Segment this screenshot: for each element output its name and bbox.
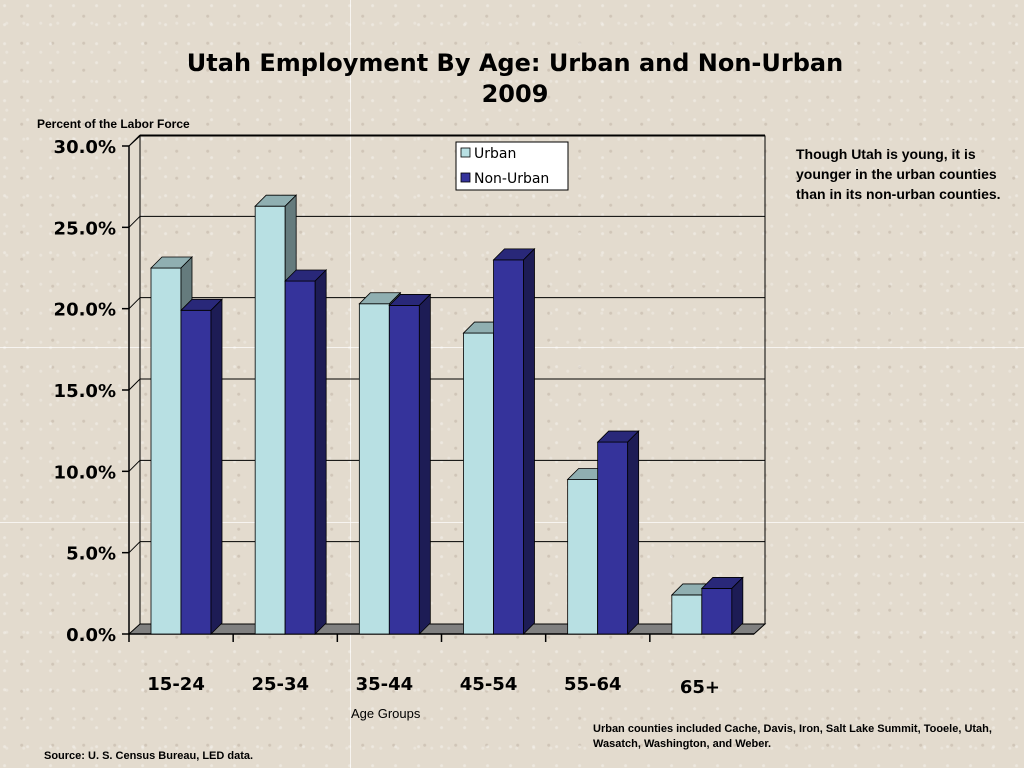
plot-back-wall bbox=[139, 135, 766, 625]
bar-non-urban-35-44 bbox=[388, 305, 420, 635]
bar-urban-65+ bbox=[671, 594, 703, 635]
bar-side-face bbox=[314, 269, 327, 635]
x-category-label: 15-24 bbox=[147, 674, 205, 695]
bar-side-face bbox=[418, 293, 431, 635]
gridline-side bbox=[128, 541, 141, 554]
legend-label: Urban bbox=[474, 146, 516, 162]
y-tick-label: 0.0% bbox=[66, 625, 116, 646]
legend-swatch bbox=[460, 172, 471, 183]
bar-side-face bbox=[627, 430, 640, 635]
bar-non-urban-45-54 bbox=[493, 259, 524, 635]
chart-title-line1: Utah Employment By Age: Urban and Non-Ur… bbox=[186, 49, 844, 77]
x-axis-label: Age Groups bbox=[351, 706, 421, 721]
x-category-label: 35-44 bbox=[356, 674, 414, 695]
bar-urban-15-24 bbox=[150, 267, 182, 635]
legend-label: Non-Urban bbox=[474, 171, 549, 187]
x-category-label: 65+ bbox=[680, 677, 720, 698]
x-category-label: 55-64 bbox=[564, 674, 622, 695]
bar-urban-25-34 bbox=[254, 205, 286, 635]
y-tick-label: 10.0% bbox=[54, 462, 116, 483]
plot-floor bbox=[127, 623, 767, 635]
annotation-note: Though Utah is young, it is younger in t… bbox=[796, 146, 1001, 202]
chart-title: Utah Employment By Age: Urban and Non-Ur… bbox=[80, 48, 950, 110]
bar-non-urban-15-24 bbox=[180, 309, 212, 635]
bar-non-urban-65+ bbox=[701, 588, 733, 635]
background-guide-line bbox=[350, 0, 351, 768]
bar-side-face bbox=[523, 247, 535, 635]
bar-side-face bbox=[731, 576, 744, 635]
y-axis-label: Percent of the Labor Force bbox=[37, 117, 190, 131]
bar-urban-55-64 bbox=[567, 479, 599, 635]
x-category-label: 45-54 bbox=[460, 674, 518, 695]
gridline-side bbox=[128, 378, 141, 391]
gridline-side bbox=[128, 459, 141, 472]
gridline-side bbox=[128, 134, 141, 147]
bar-side-face bbox=[210, 298, 223, 635]
y-tick-label: 20.0% bbox=[54, 300, 116, 321]
bar-urban-45-54 bbox=[463, 332, 494, 635]
urban-counties-note: Urban counties included Cache, Davis, Ir… bbox=[593, 723, 992, 750]
bar-non-urban-25-34 bbox=[284, 280, 316, 635]
chart-title-line2: 2009 bbox=[481, 80, 549, 108]
y-tick-label: 25.0% bbox=[54, 218, 116, 239]
y-tick-label: 15.0% bbox=[54, 381, 116, 402]
bar-urban-35-44 bbox=[358, 303, 390, 635]
legend-box bbox=[455, 141, 569, 191]
x-category-label: 25-34 bbox=[251, 674, 309, 695]
gridline-side bbox=[128, 297, 141, 310]
gridline-side bbox=[128, 215, 141, 228]
y-tick-label: 30.0% bbox=[54, 137, 116, 158]
source-note: Source: U. S. Census Bureau, LED data. bbox=[44, 750, 254, 762]
legend-swatch bbox=[460, 147, 471, 158]
bar-non-urban-55-64 bbox=[597, 441, 629, 635]
y-tick-label: 5.0% bbox=[66, 544, 116, 565]
